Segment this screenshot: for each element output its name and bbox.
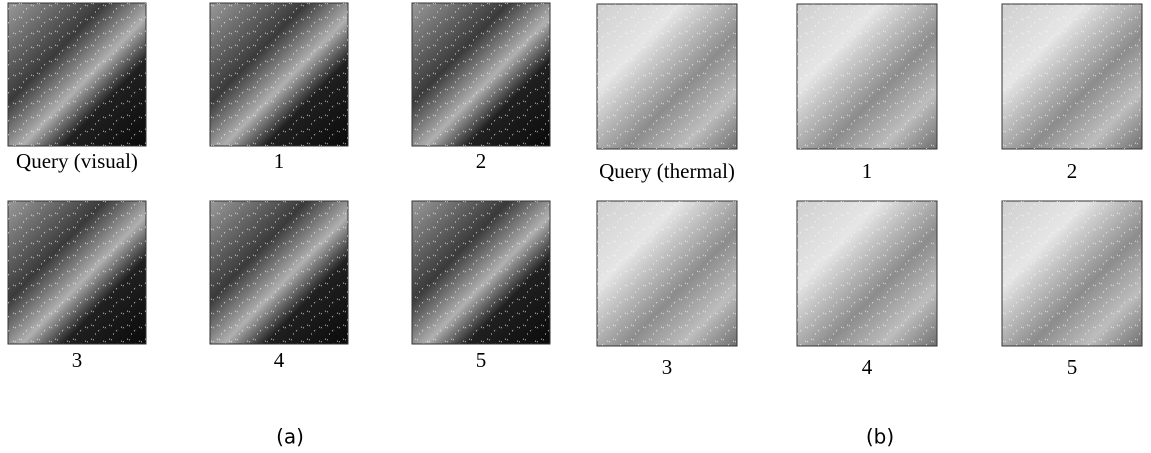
coastline-overlay — [8, 3, 146, 146]
image-caption: 3 — [72, 348, 83, 372]
image-caption: 5 — [1067, 355, 1078, 379]
image-caption: 3 — [662, 355, 673, 379]
panel-label: (a) — [276, 425, 304, 449]
coastline-overlay — [597, 4, 737, 149]
image-caption: 4 — [274, 348, 285, 372]
image-caption: Query (thermal) — [599, 159, 735, 183]
page: Query (visual) 1 2 3 4 5 (a) Query (thermal) 1 2 3… — [0, 0, 1151, 453]
image-caption: 4 — [862, 355, 873, 379]
coastline-overlay — [412, 3, 550, 146]
coastline-overlay — [412, 201, 550, 344]
image-caption: 5 — [476, 348, 487, 372]
panel-label: (b) — [866, 425, 894, 449]
coastline-overlay — [1002, 4, 1142, 149]
image-caption: 2 — [476, 149, 487, 173]
coastline-overlay — [1002, 201, 1142, 346]
image-caption: Query (visual) — [16, 149, 138, 173]
coastline-overlay — [210, 201, 348, 344]
coastline-overlay — [797, 4, 937, 149]
coastline-overlay — [597, 201, 737, 346]
image-caption: 1 — [862, 159, 873, 183]
image-caption: 1 — [274, 149, 285, 173]
figure: Query (visual) 1 2 3 4 5 (a) Query (thermal) 1 2 3… — [0, 0, 1151, 453]
coastline-overlay — [797, 201, 937, 346]
coastline-overlay — [8, 201, 146, 344]
figure-content: Query (visual) 1 2 3 4 5 (a) Query (thermal) 1 2 3… — [8, 3, 1142, 449]
image-caption: 2 — [1067, 159, 1078, 183]
coastline-overlay — [210, 3, 348, 146]
